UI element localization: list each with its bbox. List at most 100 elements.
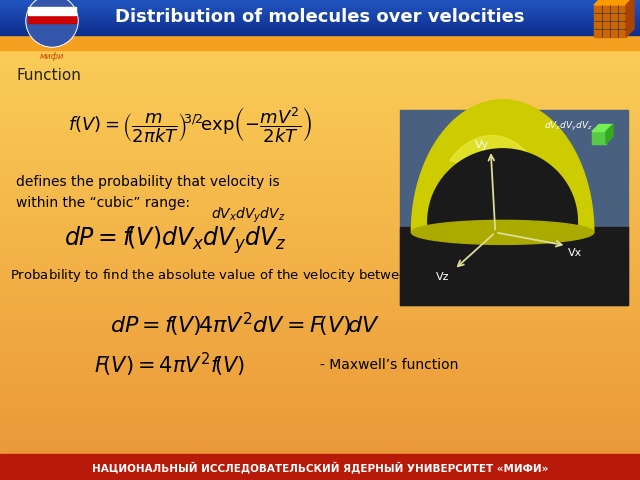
Polygon shape	[594, 5, 626, 37]
Bar	[0, 30, 640, 32]
Bar	[0, 262, 640, 265]
Bar	[0, 215, 640, 218]
Bar	[0, 329, 640, 333]
Polygon shape	[606, 124, 613, 144]
Bar	[0, 25, 640, 27]
Bar	[0, 278, 640, 282]
Bar	[0, 191, 640, 195]
Bar	[0, 390, 640, 394]
Bar	[0, 83, 640, 87]
Bar	[400, 109, 628, 304]
Bar	[0, 181, 640, 185]
Bar	[0, 16, 640, 17]
Bar	[0, 49, 640, 53]
Bar	[0, 295, 640, 299]
Bar	[0, 70, 640, 73]
Polygon shape	[412, 100, 594, 232]
Bar	[400, 227, 628, 304]
Text: Function: Function	[16, 68, 81, 83]
Bar	[0, 120, 640, 124]
Bar	[0, 161, 640, 165]
Bar	[0, 140, 640, 144]
Bar	[0, 288, 640, 292]
Polygon shape	[412, 220, 594, 244]
Bar	[0, 440, 640, 444]
Bar	[0, 22, 640, 24]
Bar	[0, 0, 640, 2]
Bar	[0, 63, 640, 67]
Bar	[0, 383, 640, 387]
Text: defines the probability that velocity is
within the “cubic” range:: defines the probability that velocity is…	[16, 175, 280, 210]
Polygon shape	[428, 149, 577, 232]
Bar	[0, 268, 640, 272]
Bar	[0, 346, 640, 349]
Text: $f(V)=\left(\dfrac{m}{2\pi kT}\right)^{\!\!3/2}\!\exp\!\left(-\dfrac{mV^2}{2kT}\: $f(V)=\left(\dfrac{m}{2\pi kT}\right)^{\…	[68, 105, 312, 145]
Bar	[0, 379, 640, 384]
Bar	[0, 447, 640, 451]
Bar	[0, 265, 640, 269]
Bar	[0, 29, 640, 30]
Bar	[0, 178, 640, 181]
Bar	[0, 359, 640, 363]
Bar	[0, 423, 640, 427]
Bar	[0, 433, 640, 437]
Bar	[0, 133, 640, 138]
Bar	[0, 144, 640, 148]
Bar	[0, 198, 640, 202]
Bar	[0, 393, 640, 397]
Bar	[0, 23, 640, 24]
Bar	[0, 60, 640, 63]
Bar	[0, 0, 640, 1]
Bar	[0, 11, 640, 13]
Bar	[0, 9, 640, 11]
Text: $dV_x dV_y dV_z$: $dV_x dV_y dV_z$	[211, 205, 285, 225]
Bar	[0, 396, 640, 400]
Bar	[0, 100, 640, 104]
Bar	[0, 450, 640, 454]
Bar	[0, 444, 640, 447]
Polygon shape	[592, 124, 613, 132]
Bar	[0, 157, 640, 161]
Bar	[0, 221, 640, 225]
Bar	[0, 12, 640, 14]
Bar	[0, 31, 640, 33]
Polygon shape	[626, 0, 634, 37]
Circle shape	[26, 0, 78, 47]
Bar	[0, 258, 640, 262]
Bar	[0, 130, 640, 134]
Bar	[0, 151, 640, 155]
Bar	[0, 272, 640, 276]
Bar	[0, 8, 640, 9]
Bar	[0, 362, 640, 366]
Bar	[0, 245, 640, 249]
Bar	[0, 339, 640, 343]
Bar	[0, 342, 640, 346]
Bar	[0, 420, 640, 424]
Text: Vz: Vz	[436, 272, 450, 282]
Bar	[0, 24, 640, 25]
Bar	[28, 7, 76, 15]
Bar	[0, 315, 640, 319]
Bar	[0, 32, 640, 34]
Bar	[0, 56, 640, 60]
Bar	[0, 127, 640, 131]
Text: НАЦИОНАЛЬНЫЙ ИССЛЕДОВАТЕЛЬСКИЙ ЯДЕРНЫЙ УНИВЕРСИТЕТ «МИФИ»: НАЦИОНАЛЬНЫЙ ИССЛЕДОВАТЕЛЬСКИЙ ЯДЕРНЫЙ У…	[92, 461, 548, 473]
Bar	[0, 147, 640, 151]
Text: Vx: Vx	[568, 248, 582, 258]
Bar	[0, 168, 640, 171]
Text: - Maxwell’s function: - Maxwell’s function	[320, 358, 458, 372]
Bar	[0, 282, 640, 286]
Bar	[0, 225, 640, 228]
Text: мифи: мифи	[40, 52, 64, 61]
Bar	[0, 171, 640, 175]
Bar	[0, 204, 640, 208]
Bar	[0, 76, 640, 80]
Bar	[0, 35, 640, 50]
Bar	[0, 96, 640, 100]
Bar	[0, 427, 640, 431]
Bar	[0, 194, 640, 198]
Bar	[0, 437, 640, 441]
Bar	[0, 110, 640, 114]
Bar	[0, 235, 640, 239]
Bar	[0, 275, 640, 279]
